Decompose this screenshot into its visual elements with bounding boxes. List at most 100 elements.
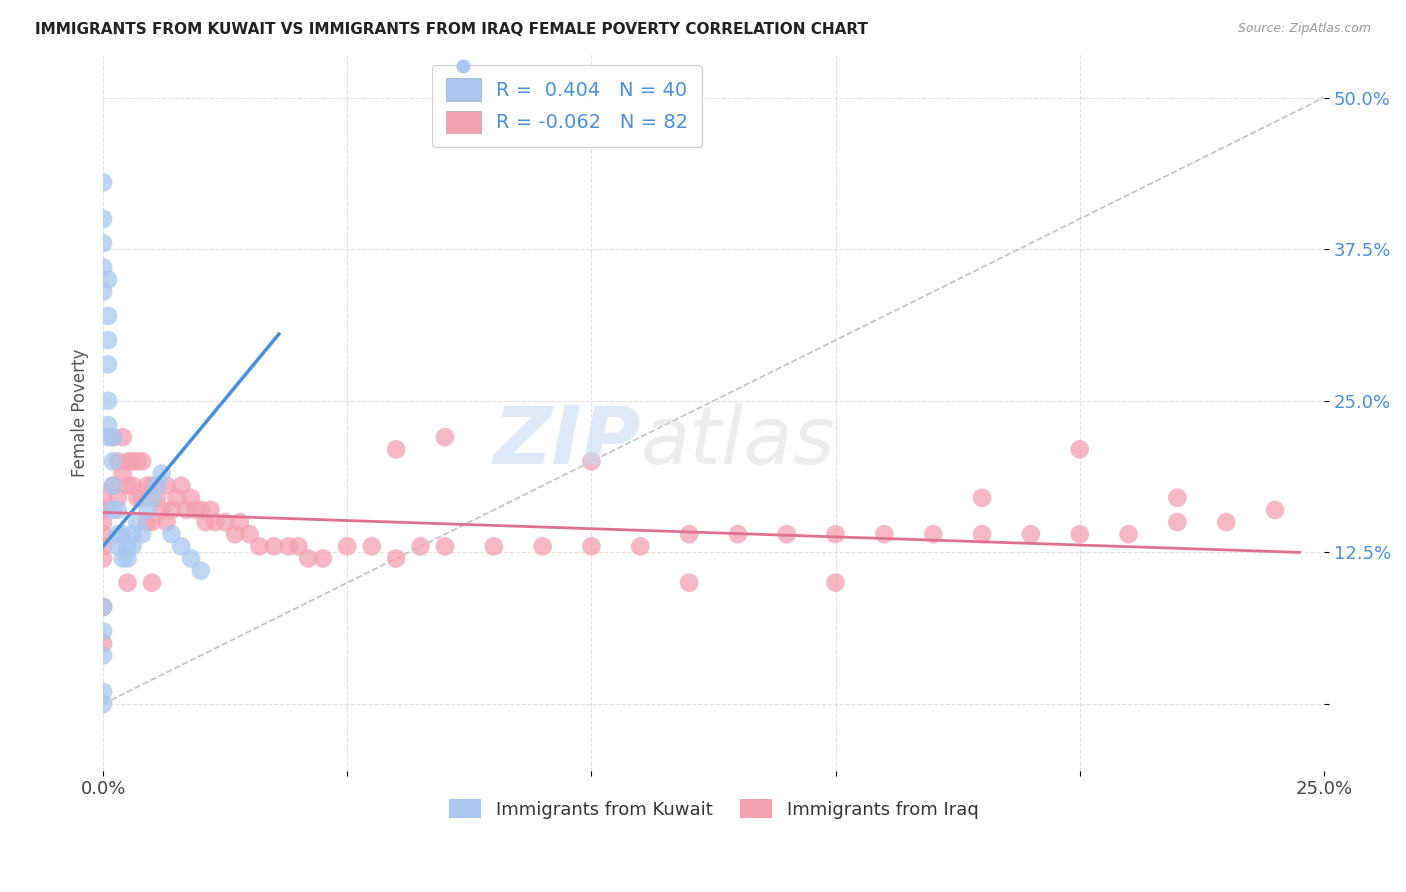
Immigrants from Iraq	[146, 491, 169, 505]
Immigrants from Kuwait	[170, 539, 193, 553]
Immigrants from Iraq	[131, 454, 153, 468]
Immigrants from Iraq	[824, 527, 846, 541]
Immigrants from Iraq	[131, 491, 153, 505]
Immigrants from Iraq	[263, 539, 285, 553]
Immigrants from Kuwait	[107, 539, 129, 553]
Immigrants from Iraq	[297, 551, 319, 566]
Immigrants from Iraq	[678, 527, 700, 541]
Immigrants from Iraq	[409, 539, 432, 553]
Immigrants from Kuwait	[91, 260, 114, 275]
Immigrants from Iraq	[117, 454, 139, 468]
Immigrants from Iraq	[91, 599, 114, 614]
Immigrants from Iraq	[287, 539, 309, 553]
Immigrants from Kuwait	[150, 467, 173, 481]
Text: IMMIGRANTS FROM KUWAIT VS IMMIGRANTS FROM IRAQ FEMALE POVERTY CORRELATION CHART: IMMIGRANTS FROM KUWAIT VS IMMIGRANTS FRO…	[35, 22, 868, 37]
Immigrants from Iraq	[727, 527, 749, 541]
Immigrants from Iraq	[107, 491, 129, 505]
Immigrants from Iraq	[150, 503, 173, 517]
Immigrants from Iraq	[111, 430, 134, 444]
Immigrants from Iraq	[117, 575, 139, 590]
Immigrants from Iraq	[121, 454, 143, 468]
Immigrants from Kuwait	[180, 551, 202, 566]
Immigrants from Kuwait	[97, 333, 120, 347]
Immigrants from Iraq	[224, 527, 246, 541]
Immigrants from Iraq	[101, 430, 124, 444]
Immigrants from Iraq	[91, 551, 114, 566]
Immigrants from Kuwait	[91, 697, 114, 711]
Immigrants from Kuwait	[91, 285, 114, 299]
Immigrants from Iraq	[91, 539, 114, 553]
Immigrants from Iraq	[581, 539, 603, 553]
Immigrants from Iraq	[160, 503, 183, 517]
Immigrants from Iraq	[312, 551, 335, 566]
Immigrants from Iraq	[214, 515, 236, 529]
Immigrants from Iraq	[174, 503, 197, 517]
Immigrants from Kuwait	[127, 515, 149, 529]
Immigrants from Kuwait	[117, 551, 139, 566]
Immigrants from Kuwait	[131, 527, 153, 541]
Immigrants from Iraq	[1069, 527, 1091, 541]
Immigrants from Iraq	[531, 539, 554, 553]
Legend: Immigrants from Kuwait, Immigrants from Iraq: Immigrants from Kuwait, Immigrants from …	[441, 792, 986, 826]
Immigrants from Iraq	[970, 491, 993, 505]
Immigrants from Kuwait	[121, 527, 143, 541]
Immigrants from Iraq	[482, 539, 505, 553]
Immigrants from Kuwait	[91, 685, 114, 699]
Immigrants from Kuwait	[91, 236, 114, 251]
Immigrants from Iraq	[776, 527, 799, 541]
Immigrants from Iraq	[141, 478, 163, 492]
Immigrants from Iraq	[91, 527, 114, 541]
Immigrants from Kuwait	[97, 393, 120, 408]
Immigrants from Kuwait	[91, 648, 114, 663]
Immigrants from Iraq	[204, 515, 226, 529]
Immigrants from Kuwait	[97, 430, 120, 444]
Immigrants from Kuwait	[160, 527, 183, 541]
Immigrants from Iraq	[107, 454, 129, 468]
Immigrants from Iraq	[678, 575, 700, 590]
Immigrants from Kuwait	[107, 503, 129, 517]
Immigrants from Iraq	[970, 527, 993, 541]
Immigrants from Iraq	[165, 491, 187, 505]
Immigrants from Iraq	[194, 515, 217, 529]
Immigrants from Iraq	[360, 539, 382, 553]
Immigrants from Kuwait	[141, 491, 163, 505]
Immigrants from Iraq	[277, 539, 299, 553]
Immigrants from Iraq	[1166, 491, 1188, 505]
Immigrants from Iraq	[170, 478, 193, 492]
Immigrants from Iraq	[180, 491, 202, 505]
Immigrants from Kuwait	[101, 478, 124, 492]
Immigrants from Iraq	[247, 539, 270, 553]
Immigrants from Kuwait	[91, 599, 114, 614]
Immigrants from Iraq	[1069, 442, 1091, 457]
Immigrants from Kuwait	[121, 539, 143, 553]
Immigrants from Kuwait	[146, 478, 169, 492]
Immigrants from Iraq	[91, 491, 114, 505]
Immigrants from Iraq	[127, 454, 149, 468]
Immigrants from Kuwait	[190, 564, 212, 578]
Immigrants from Iraq	[136, 515, 159, 529]
Immigrants from Iraq	[433, 430, 456, 444]
Immigrants from Iraq	[1166, 515, 1188, 529]
Immigrants from Iraq	[628, 539, 651, 553]
Immigrants from Kuwait	[101, 430, 124, 444]
Immigrants from Kuwait	[91, 624, 114, 639]
Immigrants from Iraq	[385, 442, 408, 457]
Immigrants from Iraq	[239, 527, 262, 541]
Text: Source: ZipAtlas.com: Source: ZipAtlas.com	[1237, 22, 1371, 36]
Immigrants from Iraq	[190, 503, 212, 517]
Immigrants from Iraq	[91, 636, 114, 650]
Immigrants from Kuwait	[97, 358, 120, 372]
Immigrants from Iraq	[200, 503, 222, 517]
Immigrants from Kuwait	[107, 527, 129, 541]
Immigrants from Iraq	[155, 478, 177, 492]
Immigrants from Kuwait	[91, 211, 114, 226]
Immigrants from Iraq	[141, 515, 163, 529]
Immigrants from Iraq	[1264, 503, 1286, 517]
Immigrants from Iraq	[1118, 527, 1140, 541]
Immigrants from Iraq	[91, 515, 114, 529]
Immigrants from Kuwait	[97, 418, 120, 433]
Immigrants from Iraq	[581, 454, 603, 468]
Text: atlas: atlas	[640, 402, 835, 481]
Immigrants from Kuwait	[97, 309, 120, 323]
Immigrants from Iraq	[433, 539, 456, 553]
